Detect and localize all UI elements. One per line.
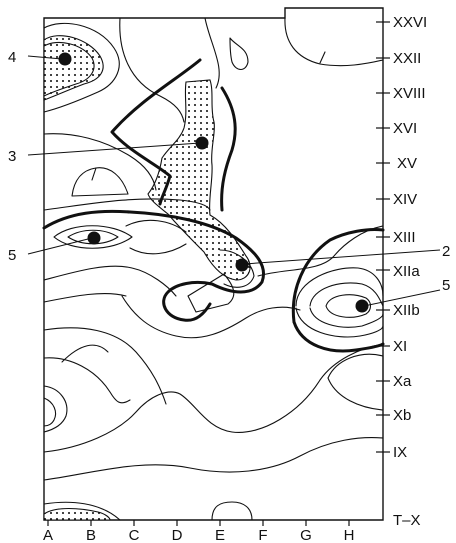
x-label-a: A [43,527,53,543]
x-label-h: H [344,527,355,543]
x-label-e: E [215,527,225,543]
callout-label-3: 3 [8,148,16,165]
thin-contours [43,17,384,521]
callout-label-4: 4 [8,49,16,66]
y-axis: XXVI XXII XVIII XVI XV XIV XIII XIIa XII… [376,14,427,529]
thick-contours [42,58,385,353]
y-label-t-x: T–X [393,512,421,529]
dotted-area-bottom-left [43,507,111,521]
y-label-xviii: XVIII [393,85,426,102]
y-label-xxvi: XXVI [393,14,427,31]
y-label-xiv: XIV [393,191,417,208]
callout-label-5-right: 5 [442,277,450,294]
y-label-xxii: XXII [393,50,421,67]
point-5-right [355,299,369,313]
y-label-xiib: XIIb [393,302,420,319]
callout-labels: 4 3 5 2 5 [8,49,450,294]
callout-label-5-left: 5 [8,247,16,264]
y-label-xa: Xa [393,373,412,390]
callout-label-2: 2 [442,243,450,260]
y-label-xv: XV [397,155,417,172]
y-label-ix: IX [393,444,407,461]
y-label-xi: XI [393,338,407,355]
point-3 [195,136,209,150]
dotted-area-top-left [43,35,104,101]
point-2 [235,258,249,272]
measurement-points [58,52,369,313]
dotted-areas [43,35,251,521]
y-label-xiii: XIII [393,229,416,246]
dotted-area-ridge [147,79,251,281]
x-axis: A B C D E F G H [43,520,354,543]
x-label-g: G [300,527,312,543]
x-label-c: C [129,527,140,543]
x-label-d: D [172,527,183,543]
y-label-xvi: XVI [393,120,417,137]
y-label-xiia: XIIa [393,263,420,280]
point-5-left [87,231,101,245]
x-label-b: B [86,527,96,543]
x-label-f: F [258,527,267,543]
y-label-xb: Xb [393,407,411,424]
point-4 [58,52,72,66]
callout-leaders [27,55,441,307]
